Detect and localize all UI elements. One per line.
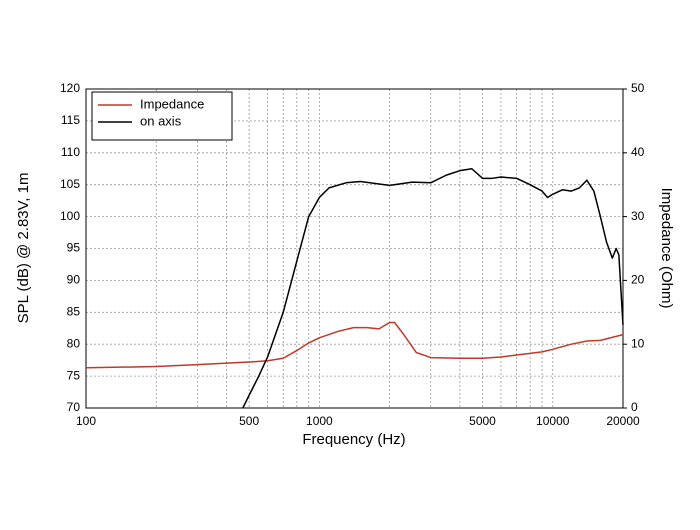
y-tick-label: 90: [67, 273, 81, 287]
y-tick-label: 115: [61, 113, 80, 127]
x-tick-label: 10000: [536, 414, 570, 428]
x-tick-label: 5000: [469, 414, 496, 428]
legend-box: [91, 91, 233, 141]
y2-tick-label: 50: [631, 81, 645, 95]
y-tick-label: 80: [67, 336, 81, 350]
y2-tick-label: 20: [631, 273, 645, 287]
y-tick-label: 95: [67, 241, 81, 255]
y-axis-label: SPL (dB) @ 2.83V, 1m: [15, 173, 32, 324]
plot-frame: [85, 88, 624, 409]
y2-tick-label: 10: [631, 336, 645, 350]
x-tick-label: 100: [76, 414, 96, 428]
y-tick-label: 110: [61, 145, 80, 159]
y-tick-label: 120: [60, 81, 80, 95]
x-axis-label: Frequency (Hz): [302, 431, 405, 448]
y2-tick-label: 40: [631, 145, 645, 159]
x-tick-label: 500: [239, 414, 259, 428]
y2-axis-label: Impedance (Ohm): [658, 188, 675, 309]
y-tick-label: 75: [67, 368, 81, 382]
data-line: [242, 168, 624, 409]
y-tick-label: 70: [67, 400, 81, 414]
data-line: [85, 321, 624, 369]
y2-tick-label: 0: [631, 400, 638, 414]
x-tick-label: 20000: [606, 414, 640, 428]
y-tick-label: 105: [60, 177, 80, 191]
y-tick-label: 85: [67, 304, 81, 318]
legend-label: Impedance: [140, 96, 204, 111]
y-tick-label: 100: [60, 209, 80, 223]
y2-tick-label: 30: [631, 209, 645, 223]
legend-label: on axis: [140, 113, 182, 128]
x-tick-label: 1000: [306, 414, 333, 428]
